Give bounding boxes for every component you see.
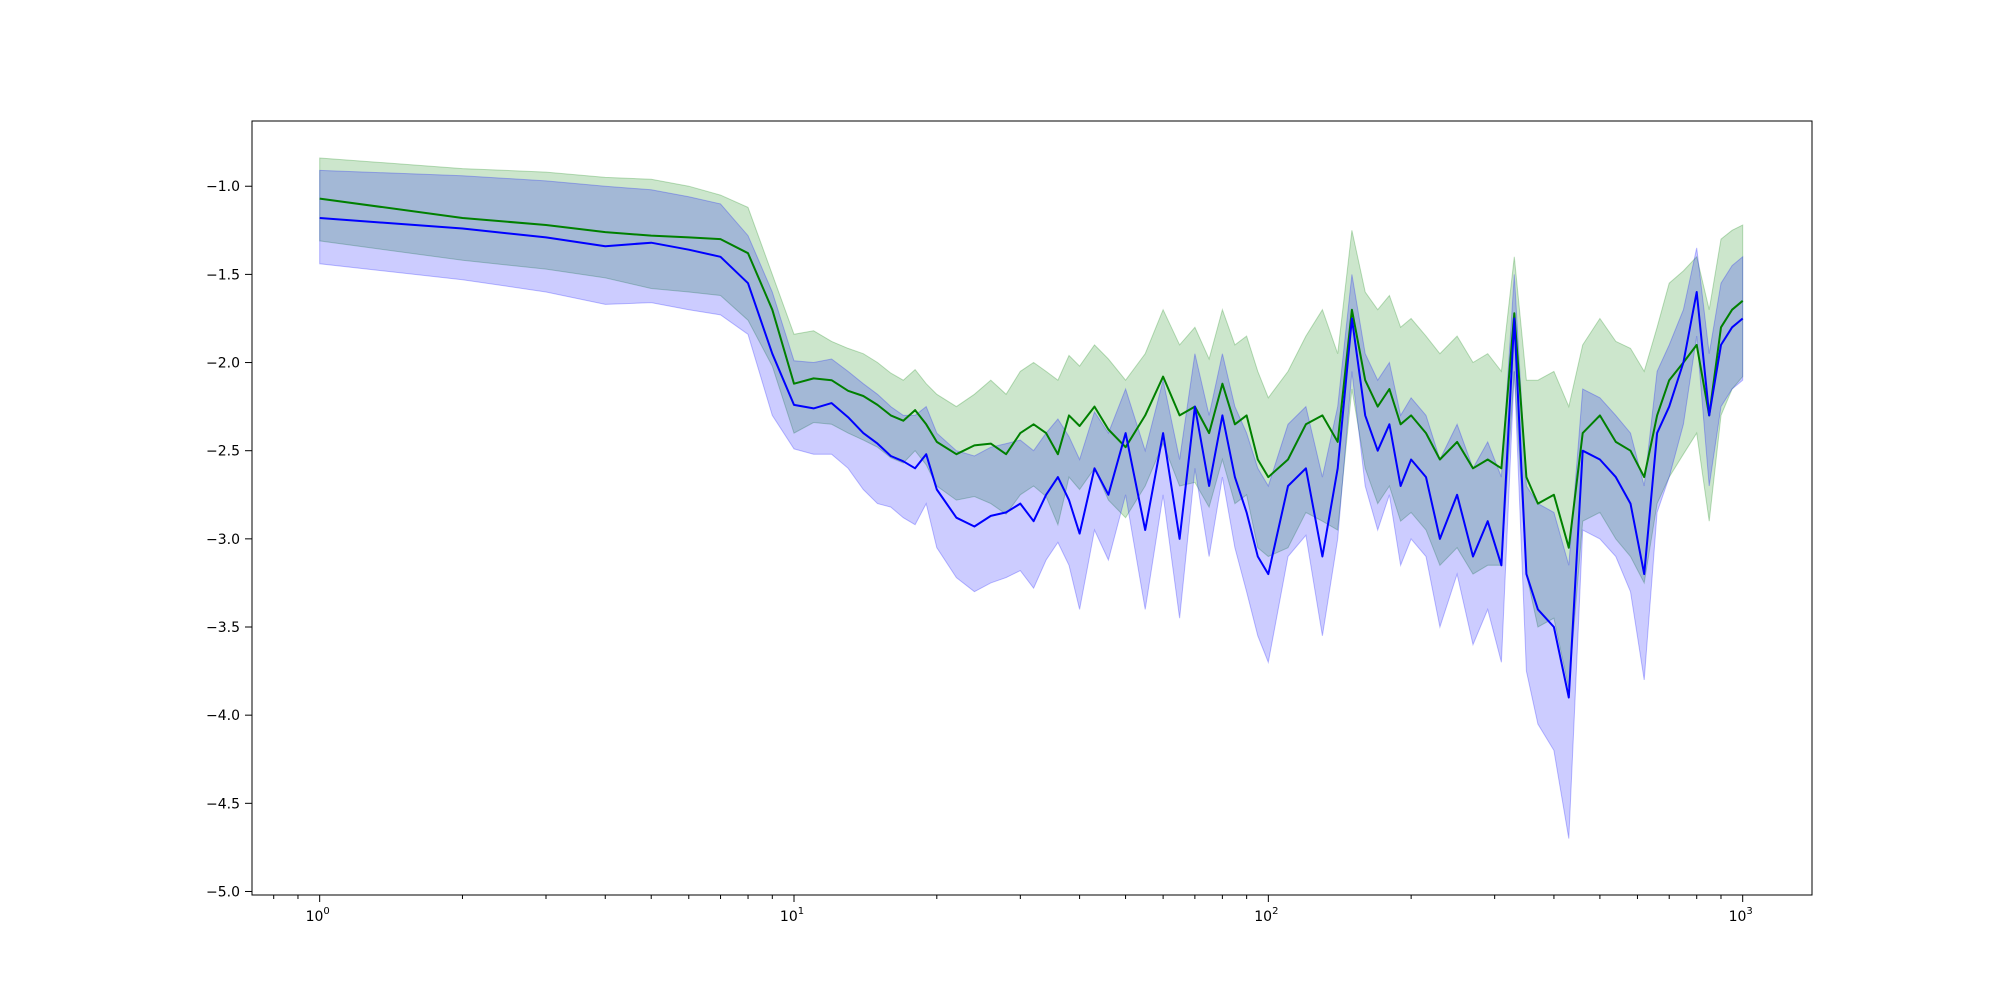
y-axis: −1.0 −1.5 −2.0 −2.5 −3.0 −3.5 −4.0 −4.5 −5.0	[206, 179, 252, 900]
series-1-band	[319, 157, 1744, 689]
y-tick-label: −3.0	[206, 532, 240, 548]
plot-area-frame	[251, 120, 1813, 896]
x-tick-label: 102	[1254, 906, 1278, 925]
y-tick-label: −5.0	[206, 884, 240, 900]
y-tick-label: −4.5	[206, 796, 240, 812]
y-tick-label: −2.5	[206, 444, 240, 460]
y-tick-label: −4.0	[206, 708, 240, 724]
y-tick-label: −2.0	[206, 356, 240, 372]
x-tick-label: 101	[780, 906, 804, 925]
series-lines	[319, 197, 1744, 699]
x-tick-label: 100	[306, 906, 330, 925]
confidence-bands	[319, 157, 1744, 839]
series-2-band	[319, 169, 1744, 839]
y-tick-label: −1.0	[206, 179, 240, 195]
y-tick-label: −3.5	[206, 620, 240, 636]
series-1-line	[319, 197, 1744, 549]
x-tick-label: 103	[1729, 906, 1753, 925]
x-axis: 100 101 102 103	[273, 895, 1753, 925]
y-tick-label: −1.5	[206, 267, 240, 283]
series-2-line	[319, 217, 1744, 699]
